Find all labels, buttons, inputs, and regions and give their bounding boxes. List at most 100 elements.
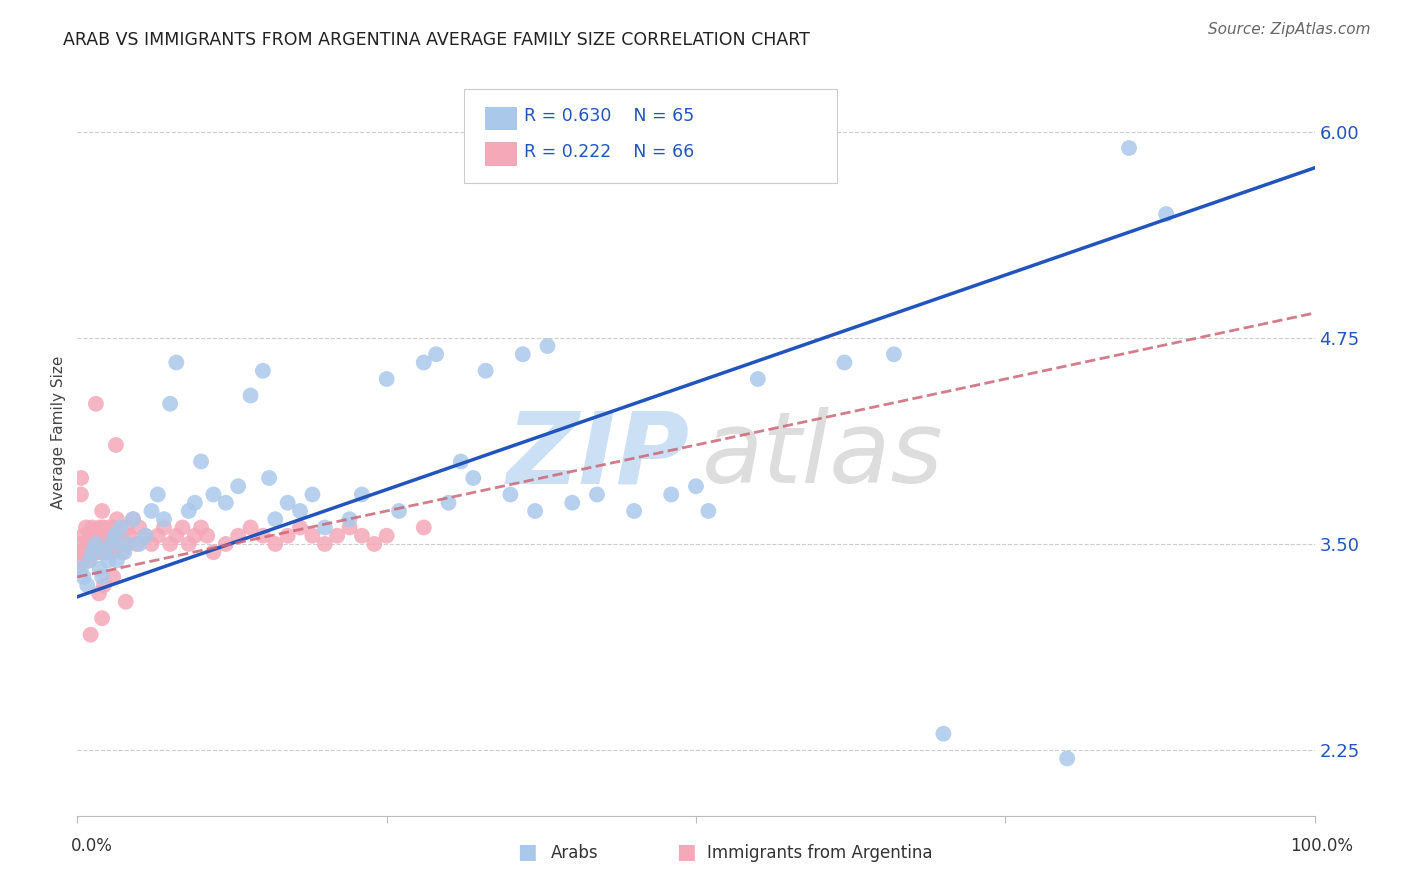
Text: ■: ■ <box>517 842 537 862</box>
Text: Immigrants from Argentina: Immigrants from Argentina <box>707 844 932 862</box>
Point <box>499 487 522 501</box>
Point <box>288 520 311 534</box>
Point <box>134 529 156 543</box>
Point <box>97 553 120 567</box>
Point <box>110 520 132 534</box>
Point <box>165 355 187 369</box>
Point <box>159 397 181 411</box>
Point <box>277 496 299 510</box>
Point <box>339 520 361 534</box>
Point <box>70 537 93 551</box>
Point <box>82 520 104 534</box>
Point <box>177 537 200 551</box>
Point <box>301 529 323 543</box>
Point <box>128 520 150 534</box>
Point <box>101 570 124 584</box>
Point <box>301 487 323 501</box>
Point <box>215 537 238 551</box>
Point <box>72 570 94 584</box>
Point <box>226 479 249 493</box>
Text: Arabs: Arabs <box>551 844 599 862</box>
Point <box>105 553 128 567</box>
Point <box>277 529 299 543</box>
Point <box>339 512 361 526</box>
Point <box>226 529 249 543</box>
Point <box>146 529 169 543</box>
Point <box>79 628 101 642</box>
Point <box>76 578 98 592</box>
Point <box>112 545 135 559</box>
Point <box>146 487 169 501</box>
Point <box>91 570 114 584</box>
Point <box>1118 141 1140 155</box>
Point <box>747 372 769 386</box>
Point <box>375 529 398 543</box>
Point <box>524 504 547 518</box>
Point <box>1056 751 1078 765</box>
Point <box>79 553 101 567</box>
Point <box>202 487 225 501</box>
Point <box>111 545 134 559</box>
Point <box>326 529 349 543</box>
Point <box>103 529 125 543</box>
Point <box>82 537 104 551</box>
Point <box>350 529 373 543</box>
Point <box>450 454 472 468</box>
Point <box>536 339 558 353</box>
Point <box>79 529 101 543</box>
Text: R = 0.222    N = 66: R = 0.222 N = 66 <box>524 143 695 161</box>
Point <box>561 496 583 510</box>
Point <box>70 487 93 501</box>
Point <box>70 562 93 576</box>
Point <box>474 364 496 378</box>
Point <box>177 504 200 518</box>
Point <box>463 471 485 485</box>
Point <box>883 347 905 361</box>
Point <box>101 545 124 559</box>
Point <box>685 479 707 493</box>
Point <box>77 553 100 567</box>
Point <box>75 520 97 534</box>
Point <box>512 347 534 361</box>
Point <box>264 537 287 551</box>
Point <box>76 537 98 551</box>
Point <box>195 529 218 543</box>
Point <box>118 529 141 543</box>
Point <box>91 611 114 625</box>
Point <box>115 537 138 551</box>
Point <box>108 529 131 543</box>
Point <box>363 537 385 551</box>
Point <box>165 529 187 543</box>
Point <box>86 545 108 559</box>
Point <box>114 595 136 609</box>
Point <box>252 529 274 543</box>
Point <box>412 355 434 369</box>
Point <box>98 537 121 551</box>
Point <box>288 504 311 518</box>
Point <box>80 545 103 559</box>
Point <box>1154 207 1177 221</box>
Text: 100.0%: 100.0% <box>1291 837 1353 855</box>
Point <box>82 545 104 559</box>
Point <box>90 545 112 559</box>
Point <box>104 438 127 452</box>
Point <box>190 454 212 468</box>
Point <box>932 727 955 741</box>
Point <box>141 504 163 518</box>
Point <box>834 355 856 369</box>
Point <box>89 562 111 576</box>
Point <box>96 545 118 559</box>
Point <box>172 520 194 534</box>
Point <box>105 512 128 526</box>
Point <box>91 529 114 543</box>
Text: atlas: atlas <box>702 407 943 504</box>
Point <box>239 388 262 402</box>
Point <box>72 529 94 543</box>
Point <box>239 520 262 534</box>
Point <box>159 537 181 551</box>
Point <box>84 537 107 551</box>
Point <box>425 347 447 361</box>
Point <box>115 520 138 534</box>
Point <box>83 529 105 543</box>
Point <box>84 397 107 411</box>
